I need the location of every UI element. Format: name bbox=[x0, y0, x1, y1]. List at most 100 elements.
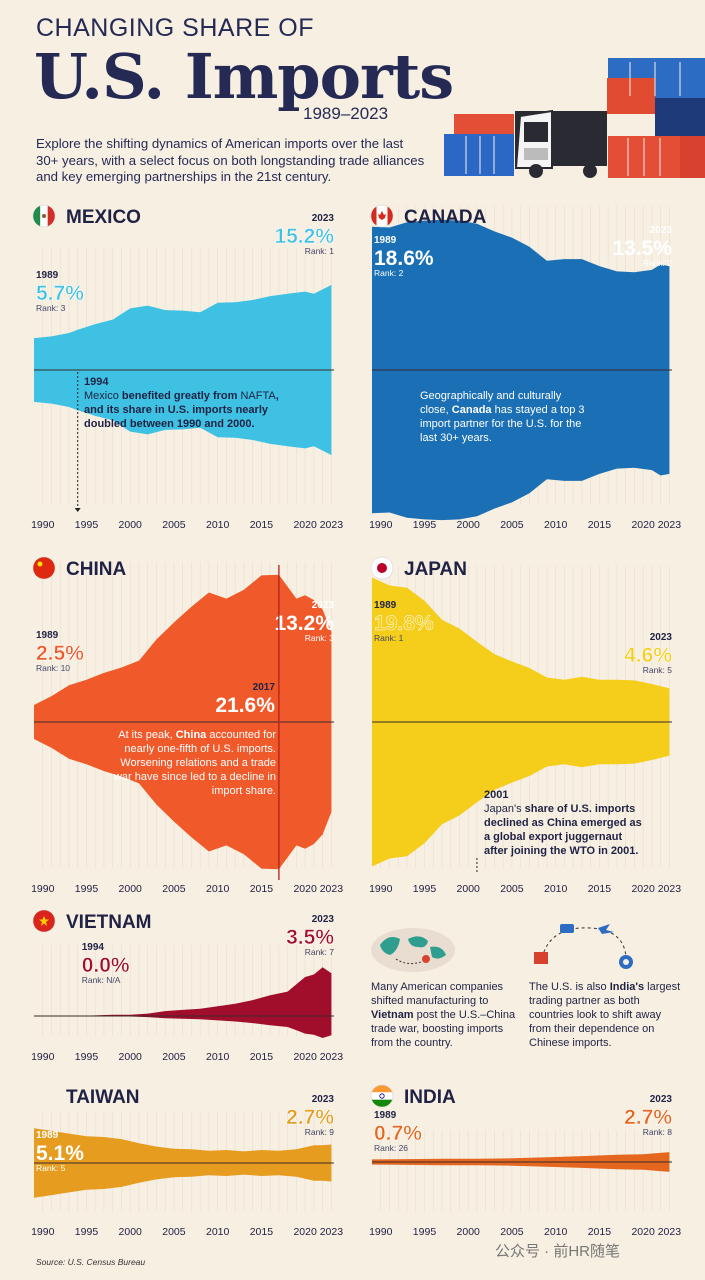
label-rank: Rank: 3 bbox=[305, 633, 335, 643]
label-value: 3.5% bbox=[286, 926, 334, 949]
label-value: 2.7% bbox=[286, 1106, 334, 1129]
x-tick-label: 2015 bbox=[250, 1051, 274, 1063]
watermark: 公众号 · 前HR随笔 bbox=[495, 1243, 620, 1260]
label-value: 19.8% bbox=[374, 612, 434, 635]
china-area-series bbox=[34, 574, 332, 870]
label-year: 2023 bbox=[650, 632, 673, 643]
x-tick-label: 1995 bbox=[75, 1226, 99, 1238]
x-tick-label: 2005 bbox=[500, 883, 524, 895]
x-tick-label: 2000 bbox=[119, 1226, 143, 1238]
label-value: 2.5% bbox=[36, 642, 84, 665]
x-tick-label: 2020 bbox=[293, 883, 317, 895]
x-tick-label: 2005 bbox=[500, 1226, 524, 1238]
label-value: 5.7% bbox=[36, 282, 84, 305]
x-tick-label: 2020 bbox=[293, 1226, 317, 1238]
mexico-annotation: 1994 Mexico benefited greatly from NAFTA,… bbox=[84, 376, 279, 430]
x-tick-label: 1990 bbox=[31, 519, 55, 531]
x-tick-label: 2005 bbox=[162, 1226, 186, 1238]
x-tick-label: 1995 bbox=[75, 519, 99, 531]
x-tick-label: 2000 bbox=[119, 883, 143, 895]
label-rank: Rank: 5 bbox=[36, 1163, 66, 1173]
x-tick-label: 2015 bbox=[588, 519, 612, 531]
x-tick-label: 2020 bbox=[293, 1051, 317, 1063]
header-subtitle: CHANGING SHARE OF bbox=[36, 14, 314, 42]
x-tick-label: 2020 bbox=[631, 519, 655, 531]
x-tick-label: 2015 bbox=[588, 883, 612, 895]
taiwan-title: TAIWAN bbox=[66, 1087, 140, 1108]
page-title: U.S. Imports bbox=[34, 40, 454, 113]
japan-flag-icon bbox=[370, 556, 394, 580]
x-tick-label: 2005 bbox=[162, 519, 186, 531]
label-value: 0.7% bbox=[374, 1122, 422, 1145]
label-value: 4.6% bbox=[624, 644, 672, 667]
x-tick-label: 1995 bbox=[413, 1226, 437, 1238]
india-flag-icon bbox=[370, 1084, 394, 1108]
x-tick-label: 2005 bbox=[162, 1051, 186, 1063]
x-tick-label: 1990 bbox=[369, 883, 393, 895]
x-tick-label: 1995 bbox=[413, 519, 437, 531]
canada-title: CANADA bbox=[404, 207, 487, 228]
label-rank: Rank: 9 bbox=[305, 1127, 335, 1137]
label-year: 2023 bbox=[312, 1094, 335, 1105]
china-annotation: At its peak, China accounted for nearly … bbox=[113, 729, 276, 797]
x-tick-label: 2010 bbox=[206, 1051, 230, 1063]
label-rank: Rank: 10 bbox=[36, 663, 70, 673]
label-rank: Rank: N/A bbox=[82, 975, 121, 985]
japan-annotation: 2001 Japan's share of U.S. imports declin… bbox=[484, 789, 642, 857]
x-tick-label: 2000 bbox=[119, 519, 143, 531]
x-tick-label: 1990 bbox=[369, 519, 393, 531]
label-rank: Rank: 3 bbox=[36, 303, 66, 313]
x-tick-label: 2015 bbox=[588, 1226, 612, 1238]
mexico-title: MEXICO bbox=[66, 207, 141, 228]
x-tick-label: 2020 bbox=[631, 883, 655, 895]
truck-containers-illustration bbox=[444, 58, 705, 178]
label-year: 1994 bbox=[82, 942, 105, 953]
x-tick-label: 2010 bbox=[544, 1226, 568, 1238]
x-tick-label: 2023 bbox=[320, 1051, 344, 1063]
label-value: 5.1% bbox=[36, 1142, 84, 1165]
x-tick-label: 1990 bbox=[31, 1051, 55, 1063]
x-tick-label: 2000 bbox=[457, 883, 481, 895]
x-tick-label: 2010 bbox=[544, 883, 568, 895]
x-tick-label: 2000 bbox=[457, 1226, 481, 1238]
label-year: 2017 bbox=[253, 682, 276, 693]
label-year: 1989 bbox=[36, 1130, 59, 1141]
label-year: 2023 bbox=[650, 1094, 673, 1105]
x-tick-label: 2023 bbox=[320, 1226, 344, 1238]
x-tick-label: 2005 bbox=[162, 883, 186, 895]
intro-text: Explore the shifting dynamics of America… bbox=[36, 136, 425, 184]
x-tick-label: 2000 bbox=[119, 1051, 143, 1063]
x-tick-label: 1990 bbox=[369, 1226, 393, 1238]
label-value: 18.6% bbox=[374, 247, 434, 270]
label-rank: Rank: 5 bbox=[643, 665, 673, 675]
vietnam-note: Many American companies shifted manufact… bbox=[371, 981, 516, 1049]
china-title: CHINA bbox=[66, 559, 126, 580]
x-tick-label: 2010 bbox=[544, 519, 568, 531]
marker-arrow bbox=[74, 508, 81, 512]
trade-route-icon bbox=[534, 924, 633, 969]
label-year: 1989 bbox=[374, 600, 397, 611]
x-tick-label: 1990 bbox=[31, 883, 55, 895]
china-flag-icon bbox=[32, 556, 56, 580]
taiwan-area-series bbox=[34, 1128, 332, 1198]
label-year: 2023 bbox=[312, 600, 335, 611]
x-tick-label: 2010 bbox=[206, 1226, 230, 1238]
source-citation: Source: U.S. Census Bureau bbox=[36, 1257, 146, 1267]
label-year: 1989 bbox=[36, 270, 59, 281]
x-tick-label: 1995 bbox=[75, 1051, 99, 1063]
label-year: 2023 bbox=[312, 213, 335, 224]
vietnam-title: VIETNAM bbox=[66, 912, 152, 933]
label-rank: Rank: 1 bbox=[374, 633, 404, 643]
label-value: 15.2% bbox=[274, 225, 334, 248]
x-tick-label: 1995 bbox=[75, 883, 99, 895]
x-tick-label: 2023 bbox=[658, 519, 682, 531]
label-rank: Rank: 7 bbox=[305, 947, 335, 957]
mexico-flag-icon bbox=[32, 204, 56, 228]
x-tick-label: 2000 bbox=[457, 519, 481, 531]
x-tick-label: 2015 bbox=[250, 883, 274, 895]
canada-flag-icon bbox=[370, 204, 394, 228]
